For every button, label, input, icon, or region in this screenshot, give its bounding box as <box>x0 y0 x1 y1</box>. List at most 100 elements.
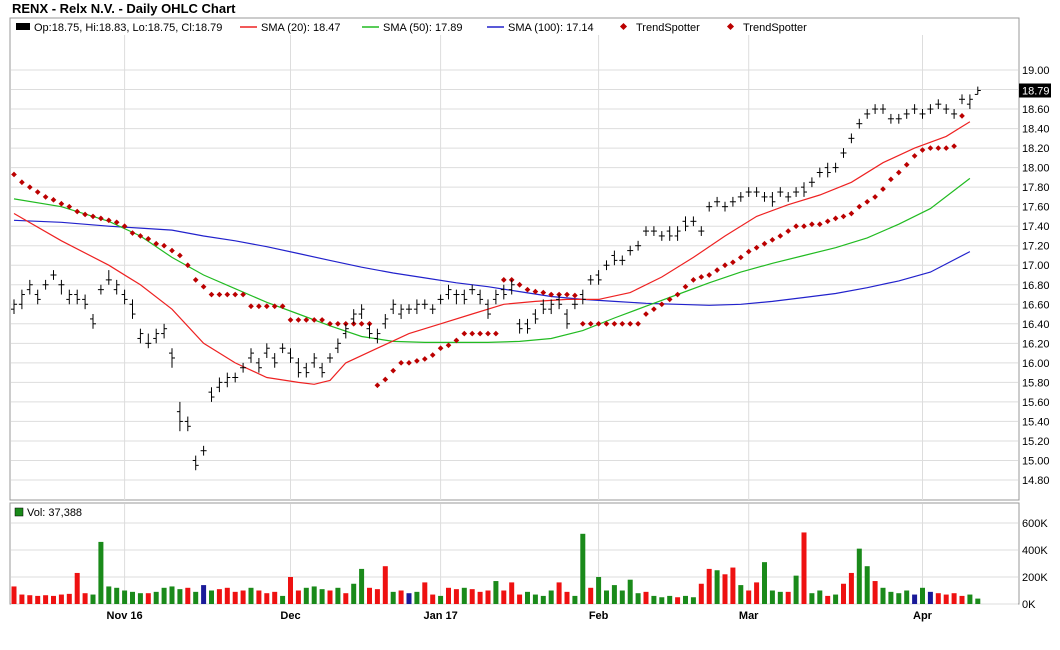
trendspotter-marker <box>951 143 957 149</box>
price-tick-label: 14.80 <box>1022 475 1050 487</box>
volume-bars <box>11 532 981 604</box>
trendspotter-marker <box>872 194 878 200</box>
ohlc-bar <box>145 333 152 349</box>
ohlc-bar <box>516 318 523 334</box>
trendspotter-markers <box>11 113 965 389</box>
ohlc-bar <box>398 304 405 319</box>
trendspotter-marker <box>935 145 942 151</box>
volume-bar <box>319 589 325 604</box>
x-tick-label: Jan 17 <box>423 610 457 622</box>
ohlc-bar <box>429 304 436 315</box>
trendspotter-marker <box>335 320 341 327</box>
volume-bar <box>532 594 538 604</box>
trendspotter-marker <box>177 252 183 259</box>
volume-bar <box>295 590 301 604</box>
volume-bar <box>27 595 33 604</box>
trendspotter-marker <box>785 228 792 234</box>
ohlc-bar <box>11 299 17 315</box>
trendspotter-marker <box>895 169 902 176</box>
ohlc-bar <box>690 216 697 227</box>
trendspotter-marker <box>121 223 128 230</box>
price-tick-label: 17.00 <box>1022 260 1050 272</box>
ohlc-bar <box>595 270 602 285</box>
ohlc-bar <box>437 294 444 305</box>
volume-bar <box>335 587 341 604</box>
ohlc-bar <box>50 270 57 280</box>
trendspotter-marker <box>90 213 96 220</box>
volume-bar <box>888 591 894 604</box>
volume-bar <box>619 590 625 604</box>
trendspotter-marker <box>635 320 641 327</box>
trendspotter-marker <box>19 179 25 186</box>
trendspotter-marker <box>572 292 578 299</box>
trendspotter-marker <box>232 291 239 298</box>
trendspotter-marker <box>74 208 81 215</box>
volume-bar <box>374 589 380 604</box>
volume-bar <box>698 583 704 604</box>
ohlc-bar <box>137 328 144 344</box>
price-panel <box>9 17 1020 501</box>
ohlc-bar <box>342 323 349 339</box>
x-tick-label: Apr <box>913 610 933 622</box>
volume-bar <box>446 587 451 604</box>
trendspotter-marker <box>737 254 744 261</box>
ohlc-bar <box>635 240 642 251</box>
legend-bar <box>11 19 1018 35</box>
trendspotter-marker <box>643 311 649 317</box>
trendspotter-marker <box>919 147 926 153</box>
price-tick-label: 15.60 <box>1022 397 1050 409</box>
volume-bar <box>248 587 254 604</box>
trendspotter-marker <box>153 240 160 247</box>
ohlc-bar <box>334 338 341 354</box>
volume-bar <box>667 595 673 604</box>
trendspotter-marker <box>753 244 760 251</box>
trend2-legend-swatch <box>726 22 735 31</box>
ohlc-bar <box>58 279 65 295</box>
price-tick-label: 16.80 <box>1022 280 1050 292</box>
volume-bar <box>777 591 783 604</box>
volume-bar <box>82 593 88 604</box>
ohlc-bar <box>611 250 618 266</box>
ohlc-bar <box>240 362 247 373</box>
volume-bar <box>193 591 199 604</box>
ohlc-bar <box>856 118 863 129</box>
trendspotter-marker <box>824 218 831 225</box>
trendspotter-marker <box>248 303 254 310</box>
trendspotter-marker <box>801 223 807 230</box>
price-tick-label: 16.00 <box>1022 358 1050 370</box>
sma50-line <box>13 177 971 343</box>
ohlc-bar <box>492 289 499 305</box>
ohlc-bar <box>311 353 318 368</box>
trendspotter-marker <box>303 317 310 323</box>
trendspotter-marker <box>137 233 144 239</box>
trendspotter-marker <box>256 303 262 310</box>
volume-bar <box>927 591 933 604</box>
volume-bar <box>975 598 981 604</box>
ohlc-bar <box>927 104 934 114</box>
ohlc-bar <box>769 192 776 207</box>
price-tick-label: 17.20 <box>1022 241 1050 253</box>
volume-bar <box>256 590 262 604</box>
trendspotter-marker <box>477 330 483 337</box>
volume-bar <box>359 568 365 604</box>
ohlc-bar <box>18 289 25 310</box>
trendspotter-marker <box>959 113 965 119</box>
volume-bar <box>675 597 681 604</box>
ohlc-bar <box>105 270 112 285</box>
trendspotter-marker <box>327 320 333 327</box>
legend-sma50: SMA (50): 17.89 <box>383 22 463 34</box>
ohlc-bar <box>208 387 215 402</box>
volume-bar <box>659 597 665 604</box>
ohlc-bar <box>500 284 507 300</box>
trendspotter-marker <box>793 223 799 230</box>
volume-bar <box>943 594 949 604</box>
volume-bar <box>240 590 246 604</box>
volume-bar <box>651 595 657 604</box>
trend1-legend-swatch <box>619 22 628 31</box>
trendspotter-marker <box>943 145 950 151</box>
trendspotter-marker <box>240 291 246 298</box>
last-price-box <box>1019 83 1051 98</box>
ohlc-bar <box>777 187 784 197</box>
trendspotter-marker <box>848 210 855 217</box>
volume-bar <box>201 585 207 604</box>
